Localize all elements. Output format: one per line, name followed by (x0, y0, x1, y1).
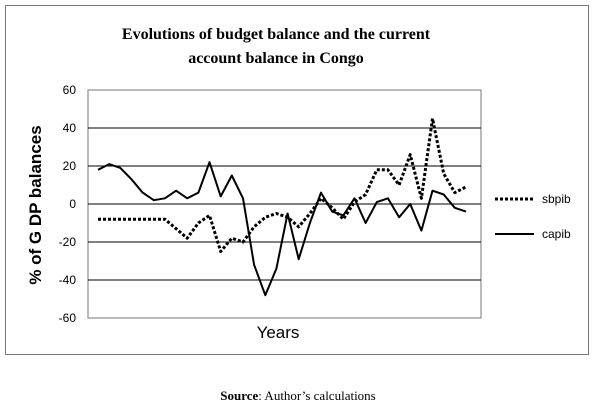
source-label: Source (220, 388, 259, 403)
legend-label-capib: capib (542, 227, 571, 241)
y-tick-label: 0 (69, 197, 76, 211)
chart-title-line-1: Evolutions of budget balance and the cur… (122, 26, 431, 43)
x-axis-title: Years (257, 323, 300, 342)
y-tick-label: 40 (63, 121, 77, 135)
series-layer (97, 117, 467, 297)
legend: sbpib capib (495, 192, 571, 241)
y-tick-label: 20 (63, 159, 77, 173)
chart-title-line-2: account balance in Congo (188, 50, 364, 67)
source-note: Source: Author’s calculations (0, 388, 596, 404)
y-tick-label: -20 (59, 235, 77, 249)
series-line-capib (97, 161, 467, 297)
series-line-sbpib (98, 117, 467, 253)
y-axis-title: % of G DP balances (26, 125, 45, 284)
legend-label-sbpib: sbpib (542, 192, 571, 206)
y-tick-label: -40 (59, 273, 77, 287)
source-text: : Author’s calculations (258, 388, 376, 403)
chart-frame: Evolutions of budget balance and the cur… (5, 5, 589, 355)
y-tick-label: 60 (63, 83, 77, 97)
grid-layer (88, 127, 481, 281)
y-tick-label: -60 (59, 311, 77, 325)
chart-svg: Evolutions of budget balance and the cur… (26, 26, 571, 342)
y-tick-labels: 60 40 20 0 -20 -40 -60 (59, 83, 77, 325)
